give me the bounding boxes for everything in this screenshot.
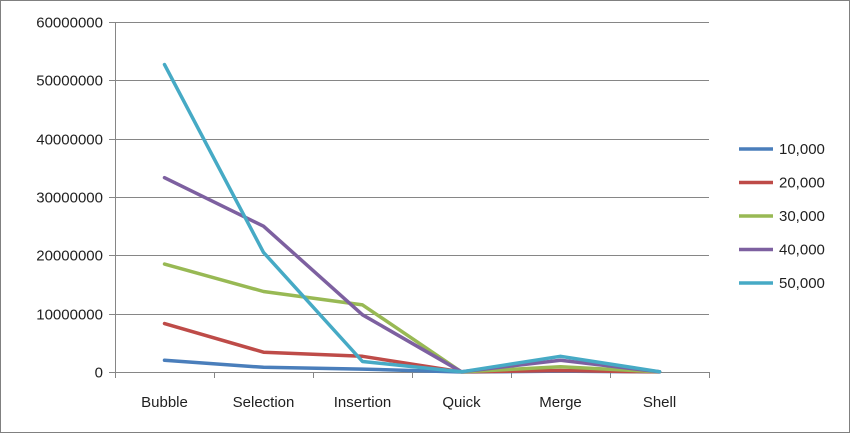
legend-item: 50,000: [739, 275, 825, 292]
legend-label: 50,000: [779, 275, 825, 292]
series-line: [162, 321, 662, 374]
y-tick-label: 30000000: [36, 190, 103, 207]
series-50000: [162, 62, 662, 374]
y-tick-label: 20000000: [36, 248, 103, 265]
x-tick-label: Merge: [539, 394, 582, 411]
y-tick-label: 0: [95, 365, 103, 382]
legend: 10,000 20,000 30,000 40,000 50,000: [739, 141, 825, 292]
legend-label: 40,000: [779, 242, 825, 259]
x-tick-label: Bubble: [141, 394, 188, 411]
x-tick-label: Selection: [233, 394, 295, 411]
legend-label: 10,000: [779, 141, 825, 158]
y-tick-label: 10000000: [36, 307, 103, 324]
x-axis-ticks: Bubble Selection Insertion Quick Merge Shell: [141, 394, 676, 411]
series-line: [162, 262, 662, 374]
legend-item: 20,000: [739, 175, 825, 192]
series-lines: [162, 62, 662, 374]
y-tick-label: 60000000: [36, 15, 103, 32]
x-tick-label: Quick: [442, 394, 481, 411]
legend-label: 30,000: [779, 208, 825, 225]
axes: [109, 22, 710, 378]
y-axis-ticks: 0 10000000 20000000 30000000 40000000 5000000…: [36, 15, 103, 382]
legend-item: 30,000: [739, 208, 825, 225]
series-line: [162, 62, 662, 374]
y-tick-label: 50000000: [36, 73, 103, 90]
x-tick-label: Insertion: [334, 394, 392, 411]
x-tick-label: Shell: [643, 394, 676, 411]
legend-item: 40,000: [739, 242, 825, 259]
gridlines: [115, 22, 709, 315]
y-tick-label: 40000000: [36, 132, 103, 149]
series-30000: [162, 262, 662, 374]
legend-item: 10,000: [739, 141, 825, 158]
legend-label: 20,000: [779, 175, 825, 192]
